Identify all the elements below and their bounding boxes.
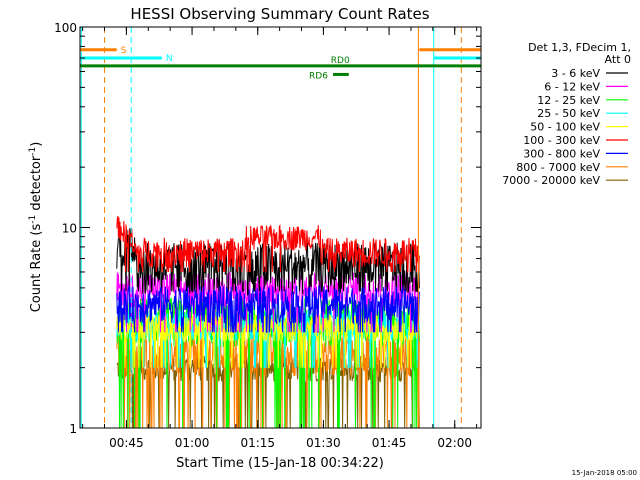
series-3 xyxy=(116,309,420,369)
footer-date: 15-Jan-2018 05:00 xyxy=(572,469,637,477)
series-6 xyxy=(116,284,420,333)
flag-label-rd0: RD0 xyxy=(331,56,350,66)
axis-layer: 1 10 100 00:45 01:00 01:15 01:30 01:45 02:00 xyxy=(54,21,481,450)
y-tick-label: 100 xyxy=(54,21,77,35)
vlines-layer xyxy=(80,27,462,428)
chart-title: HESSI Observing Summary Count Rates xyxy=(130,5,429,23)
legend-label: 50 - 100 keV xyxy=(530,121,600,134)
legend-header-line: Det 1,3, FDecim 1, xyxy=(528,41,631,54)
x-tick-label: 01:30 xyxy=(306,436,341,450)
legend-label: 25 - 50 keV xyxy=(537,107,600,120)
flag-label-n: N xyxy=(166,54,173,64)
x-tick-label: 00:45 xyxy=(109,436,144,450)
series-4 xyxy=(116,313,420,369)
x-tick-label: 02:00 xyxy=(437,436,472,450)
y-tick-label: 1 xyxy=(69,422,77,436)
legend-header-line: Att 0 xyxy=(605,53,631,66)
legend-label: 7000 - 20000 keV xyxy=(502,174,600,187)
legend-label: 6 - 12 keV xyxy=(544,80,600,93)
series-layer xyxy=(116,215,420,428)
legend-label: 300 - 800 keV xyxy=(523,147,600,160)
series-5 xyxy=(116,215,420,273)
legend-label: 12 - 25 keV xyxy=(537,94,600,107)
legend-label: 800 - 7000 keV xyxy=(516,161,600,174)
legend-label: 100 - 300 keV xyxy=(523,134,600,147)
legend-label: 3 - 6 keV xyxy=(551,67,600,80)
x-axis-label: Start Time (15-Jan-18 00:34:22) xyxy=(176,456,384,471)
x-tick-label: 01:00 xyxy=(175,436,210,450)
flag-label-s: S xyxy=(121,46,127,56)
y-tick-label: 10 xyxy=(62,222,77,236)
flag-label-rd6: RD6 xyxy=(309,71,328,81)
x-tick-label: 01:45 xyxy=(372,436,407,450)
y-axis-label: Count Rate (s-1 detector-1) xyxy=(28,142,44,313)
x-tick-label: 01:15 xyxy=(240,436,275,450)
